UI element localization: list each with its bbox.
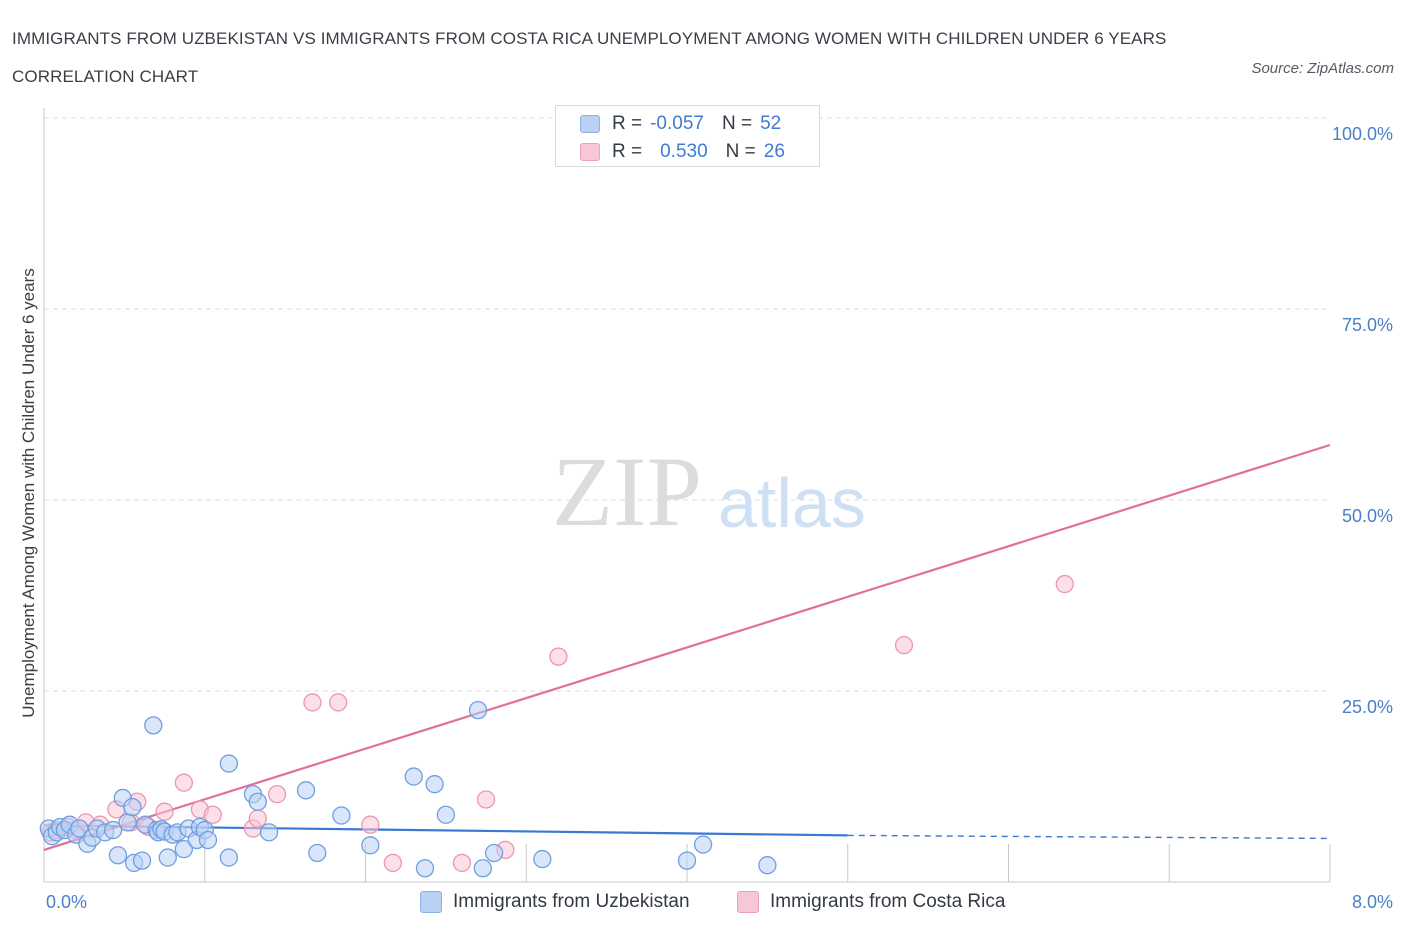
legend-r-value: 0.530 — [660, 141, 708, 162]
data-point-uzbekistan — [259, 823, 279, 842]
data-point-uzbekistan — [361, 836, 380, 855]
chart-source: Source: ZipAtlas.com — [1251, 60, 1394, 77]
y-axis-label: Unemployment Among Women with Children U… — [19, 268, 38, 717]
bottom-legend-swatch-blue — [420, 891, 442, 913]
chart-title: IMMIGRANTS FROM UZBEKISTAN VS IMMIGRANTS… — [12, 29, 1167, 86]
data-point-uzbekistan — [296, 781, 316, 800]
trend-line-extension — [847, 834, 1331, 840]
bottom-legend-costa-rica: Immigrants from Costa Rica — [737, 888, 1005, 916]
legend-swatch-blue — [580, 115, 600, 133]
data-point-uzbekistan — [219, 848, 239, 867]
legend-swatch-pink — [580, 143, 600, 161]
data-point-uzbekistan — [103, 820, 123, 840]
data-point-costa-rica — [267, 784, 287, 804]
data-point-costa-rica — [329, 693, 348, 712]
data-point-costa-rica — [303, 693, 322, 712]
legend-r-value: -0.057 — [650, 113, 704, 134]
x-tick-label: 8.0% — [1352, 892, 1393, 912]
data-point-costa-rica — [1055, 574, 1074, 594]
data-point-uzbekistan — [415, 859, 435, 878]
data-point-costa-rica — [174, 773, 194, 792]
bottom-legend-label: Immigrants from Uzbekistan — [453, 891, 690, 912]
data-point-uzbekistan — [144, 716, 163, 735]
legend-n-value: 52 — [760, 113, 782, 134]
data-point-uzbekistan — [332, 806, 351, 825]
data-point-costa-rica — [248, 809, 267, 828]
correlation-legend: R = -0.057 N = 52 R = 0.530 N = 26 — [555, 105, 820, 167]
data-point-uzbekistan — [308, 843, 327, 863]
data-point-uzbekistan — [533, 849, 552, 869]
y-tick-label: 100.0% — [1332, 124, 1393, 144]
data-point-costa-rica — [361, 815, 380, 834]
data-point-uzbekistan — [158, 848, 177, 867]
tick-labels: 25.0% 50.0% 75.0% 100.0% 0.0% 8.0% — [46, 124, 1393, 912]
legend-row-uzbekistan: R = -0.057 N = 52 — [580, 111, 781, 137]
data-point-costa-rica — [383, 853, 402, 873]
data-point-costa-rica — [203, 805, 222, 824]
x-tick-label: 0.0% — [46, 892, 87, 912]
legend-r-label: R = — [612, 113, 643, 134]
data-point-uzbekistan — [425, 775, 444, 794]
data-point-uzbekistan — [248, 792, 267, 811]
y-tick-label: 50.0% — [1342, 506, 1393, 526]
legend-n-value: 26 — [763, 141, 785, 162]
trend-line-costa-rica — [43, 443, 1331, 851]
y-tick-label: 25.0% — [1342, 697, 1393, 717]
bottom-legend-swatch-pink — [737, 891, 759, 913]
watermark-atlas: atlas — [718, 464, 866, 542]
legend-n-label: N = — [725, 141, 756, 162]
zipatlas-watermark: ZIP atlas — [552, 436, 866, 547]
data-point-uzbekistan — [198, 830, 218, 850]
bottom-legend-label: Immigrants from Costa Rica — [770, 891, 1006, 912]
data-point-uzbekistan — [70, 819, 89, 838]
legend-n-label: N = — [721, 113, 753, 134]
data-point-uzbekistan — [436, 805, 456, 824]
legend-row-costa-rica: R = 0.530 N = 26 — [580, 139, 785, 165]
data-point-uzbekistan — [677, 851, 697, 870]
data-point-uzbekistan — [473, 859, 492, 878]
data-point-uzbekistan — [404, 767, 423, 786]
data-point-uzbekistan — [468, 700, 488, 720]
data-point-uzbekistan — [174, 839, 194, 859]
bottom-legend-uzbekistan: Immigrants from Uzbekistan — [420, 888, 690, 916]
data-point-uzbekistan — [484, 843, 504, 863]
data-points — [39, 107, 1074, 878]
grid-lines — [44, 117, 1330, 692]
data-point-costa-rica — [155, 802, 174, 821]
data-point-uzbekistan — [132, 851, 152, 870]
data-point-uzbekistan — [758, 856, 777, 875]
watermark-zip: ZIP — [552, 436, 702, 547]
data-point-uzbekistan — [108, 846, 128, 865]
y-tick-label: 75.0% — [1342, 315, 1393, 335]
data-point-costa-rica — [894, 636, 914, 655]
axes — [43, 108, 1331, 883]
data-point-costa-rica — [476, 790, 496, 809]
legend-r-label: R = — [612, 141, 643, 162]
data-point-costa-rica — [549, 647, 568, 666]
data-point-uzbekistan — [219, 754, 239, 773]
data-point-costa-rica — [452, 853, 472, 873]
data-point-uzbekistan — [118, 813, 137, 832]
data-point-uzbekistan — [693, 835, 713, 854]
data-point-uzbekistan — [123, 797, 142, 817]
